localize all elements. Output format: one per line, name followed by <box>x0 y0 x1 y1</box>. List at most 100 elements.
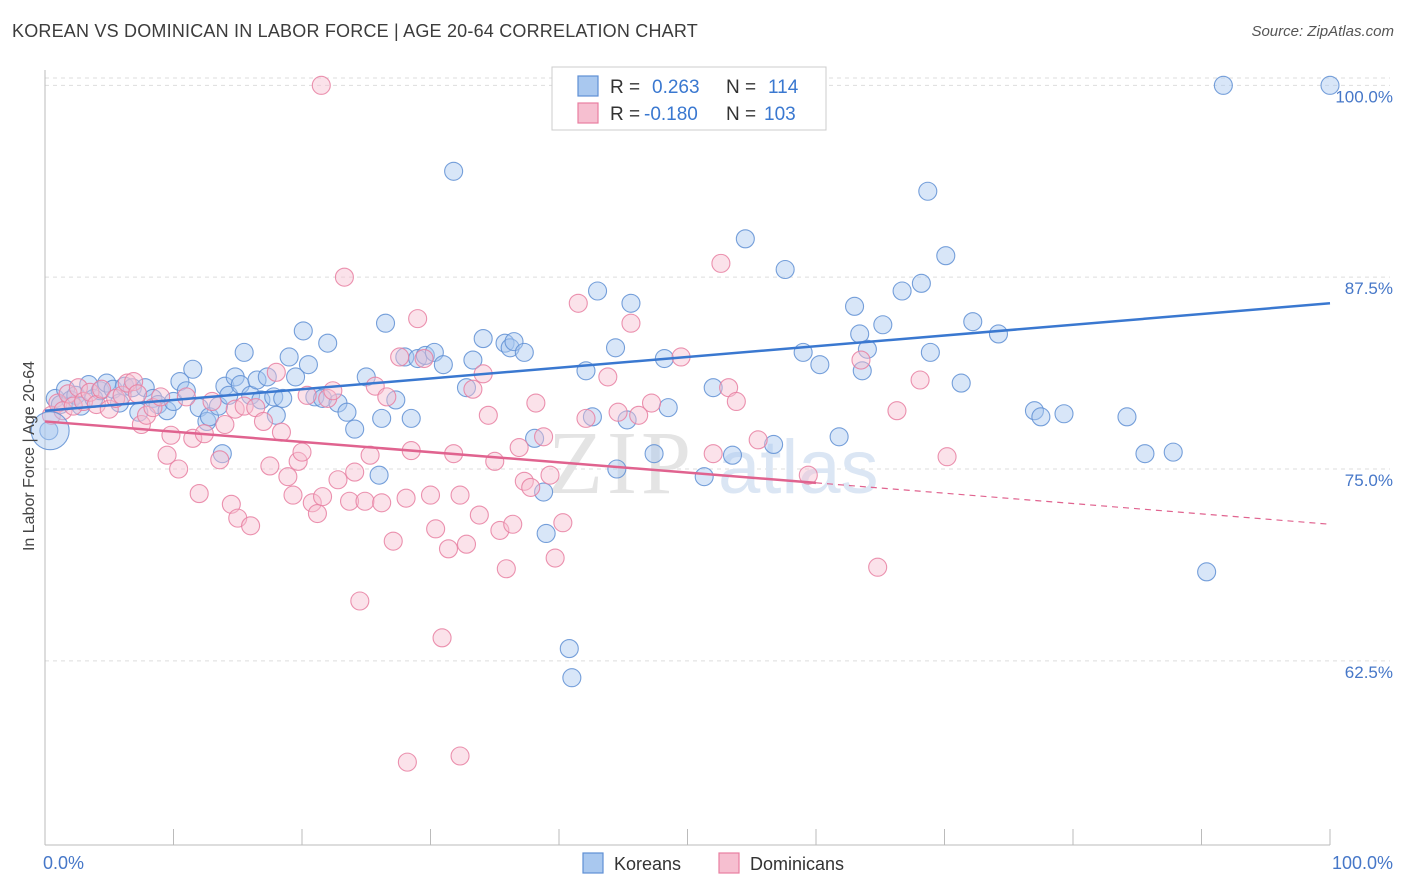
korean-point <box>775 259 795 280</box>
korean-point <box>587 281 608 301</box>
dominican-point <box>189 484 209 504</box>
korean-point-large <box>30 411 70 451</box>
korean-point <box>844 296 865 316</box>
korean-point <box>735 229 755 249</box>
korean-point <box>988 324 1009 344</box>
korean-trend-line <box>44 302 1331 412</box>
dominican-point <box>297 385 317 405</box>
chart-title: KOREAN VS DOMINICAN IN LABOR FORCE | AGE… <box>12 21 698 41</box>
korean-point <box>911 273 931 293</box>
dominican-point <box>450 746 470 766</box>
dominican-point <box>432 628 452 648</box>
dominican-point <box>937 447 957 467</box>
dominican-point <box>910 370 930 390</box>
dominican-point <box>169 459 189 479</box>
dominican-point <box>509 437 529 458</box>
dominican-point <box>798 465 818 485</box>
korean-point <box>463 350 483 370</box>
korean-point <box>605 338 626 358</box>
dominican-point <box>485 451 505 471</box>
y-tick-label: 100.0% <box>1335 87 1393 106</box>
dominican-point <box>420 485 441 505</box>
dominican-point <box>608 402 628 422</box>
korean-point <box>918 181 938 201</box>
data-points <box>30 75 1340 772</box>
dominican-point <box>328 470 348 490</box>
dominican-point <box>887 401 907 421</box>
dominicans-n-label: N = <box>726 104 756 125</box>
dominican-point <box>851 350 871 370</box>
dominican-point <box>703 444 723 464</box>
dominican-point <box>350 591 370 611</box>
korean-point <box>135 378 155 398</box>
dominican-point <box>390 347 410 367</box>
korean-point <box>183 359 203 379</box>
dominican-point <box>414 348 434 369</box>
dominicans-n-value: 103 <box>764 104 796 125</box>
korean-point <box>369 465 389 485</box>
dominican-point <box>210 450 230 470</box>
korean-point <box>345 419 365 439</box>
dominican-point <box>124 371 144 392</box>
dominican-point <box>283 485 303 505</box>
trend-lines <box>44 302 1331 525</box>
dominican-point <box>408 309 428 329</box>
korean-point <box>936 246 956 266</box>
koreans-n-label: N = <box>726 77 756 98</box>
dominican-point <box>456 534 477 554</box>
dominican-point <box>136 405 157 425</box>
dominican-point <box>58 384 78 404</box>
dominican-point <box>292 442 312 462</box>
dominican-point <box>426 519 446 539</box>
korean-point <box>536 523 556 544</box>
korean-point <box>562 668 582 688</box>
dominican-point <box>355 491 375 511</box>
dominican-point <box>334 267 354 287</box>
dominican-point <box>496 559 516 579</box>
dominican-point <box>260 456 280 476</box>
dominican-point <box>469 505 489 525</box>
korean-point <box>293 321 313 341</box>
dominican-point <box>526 393 546 413</box>
korean-point <box>1320 75 1340 95</box>
korean-point <box>456 378 477 398</box>
dominican-point <box>91 379 112 399</box>
dominicans-bottom-swatch <box>718 852 740 874</box>
dominican-point <box>478 405 498 425</box>
dominican-trend-line <box>44 420 817 485</box>
koreans-legend-swatch <box>577 75 599 97</box>
dominican-point <box>450 485 470 505</box>
korean-point <box>857 339 877 359</box>
dominican-point <box>176 387 196 407</box>
dominican-point <box>127 384 148 404</box>
dominican-point <box>271 422 291 442</box>
y-tick-label: 87.5% <box>1345 279 1393 298</box>
chart-source: Source: ZipAtlas.com <box>1251 23 1394 40</box>
korean-point <box>722 445 743 465</box>
korean-point <box>1031 407 1051 427</box>
korean-point <box>607 459 627 479</box>
koreans-bottom-swatch <box>582 852 604 874</box>
korean-point <box>644 444 664 464</box>
korean-point <box>514 342 534 362</box>
dominican-point <box>397 752 417 772</box>
y-axis-label: In Labor Force | Age 20-64 <box>21 361 38 551</box>
korean-point <box>1054 404 1074 424</box>
korean-point <box>703 378 723 398</box>
korean-point <box>313 388 333 408</box>
korean-point <box>1163 442 1183 462</box>
dominican-point <box>568 293 588 313</box>
koreans-r-label: R = <box>610 77 640 98</box>
dominican-point <box>534 427 554 447</box>
dominican-point <box>463 379 483 399</box>
dominican-point <box>161 425 181 445</box>
dominican-point <box>288 451 308 471</box>
watermark: ZIP atlas <box>548 414 879 513</box>
korean-point <box>810 355 830 375</box>
x-tick-label: 100.0% <box>1332 853 1393 873</box>
korean-point <box>444 161 464 181</box>
korean-point <box>559 639 579 659</box>
dominican-point <box>313 487 333 507</box>
korean-point <box>318 333 338 353</box>
